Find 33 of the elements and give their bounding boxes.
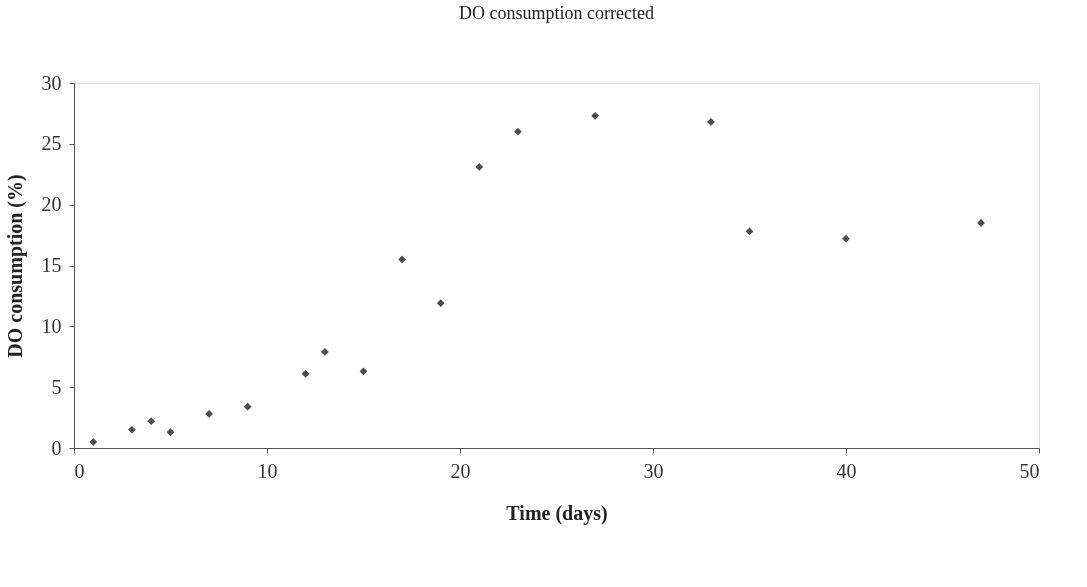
y-tick-label: 20	[41, 193, 62, 216]
point	[128, 425, 136, 434]
point	[977, 219, 985, 227]
y-axis-title: DO consumption (%)	[3, 174, 27, 358]
point	[301, 369, 310, 378]
point	[436, 299, 445, 308]
y-tick-label: 0	[51, 436, 62, 459]
point	[398, 255, 406, 264]
point	[591, 111, 599, 120]
point	[166, 428, 175, 437]
x-tick-label: 20	[450, 459, 471, 482]
x-tick-label: 30	[643, 459, 664, 482]
point	[243, 402, 252, 411]
y-tick-label: 25	[41, 132, 62, 155]
point	[359, 367, 368, 376]
point	[475, 163, 484, 171]
point	[205, 410, 213, 418]
y-tick-label: 5	[51, 375, 62, 398]
x-tick-label: 10	[257, 459, 278, 482]
point	[321, 348, 329, 356]
point	[707, 118, 715, 126]
x-tick-label: 50	[1019, 459, 1040, 482]
y-tick-label: 10	[41, 314, 62, 337]
point	[514, 127, 522, 136]
chart-title: DO consumption corrected	[459, 3, 654, 23]
x-tick-label: 40	[836, 459, 857, 482]
y-tick-label: 15	[41, 254, 62, 276]
y-tick-label: 30	[41, 71, 62, 94]
point	[89, 438, 98, 446]
point	[842, 234, 850, 243]
x-tick-label: 0	[74, 459, 85, 482]
point	[147, 417, 156, 426]
x-axis-title: Time (days)	[506, 501, 608, 525]
